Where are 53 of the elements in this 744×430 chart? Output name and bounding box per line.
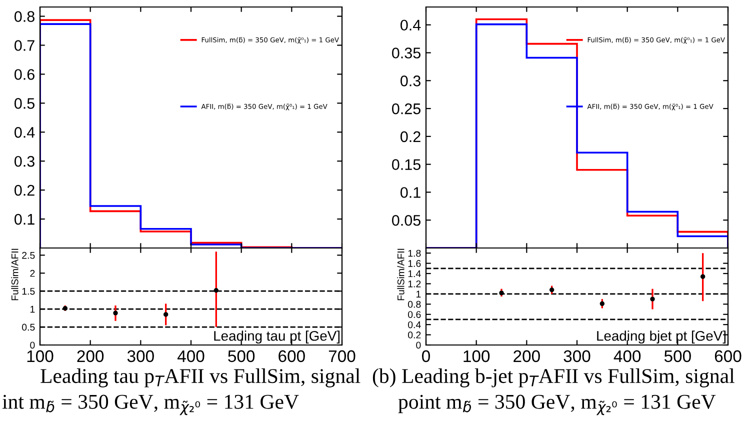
x-tick-label: 700 — [328, 350, 356, 362]
y-axis-title: FullSim/AFII — [11, 248, 18, 300]
y-tick-label: 0.8 — [14, 11, 34, 22]
y-tick-label: 0 — [416, 342, 421, 349]
y-tick-label: 0.2 — [400, 131, 420, 142]
y-tick-label: 0.4 — [14, 127, 35, 138]
x-tick-label: 300 — [564, 350, 590, 362]
x-tick-label: 600 — [714, 350, 742, 362]
y-tick-label: 0.4 — [400, 20, 421, 31]
x-tick-label: 400 — [177, 350, 204, 362]
text: (b) Leading b-jet p$_{T}$AFII vs FullSim, signal — [372, 368, 734, 388]
x-tick-label: 600 — [278, 350, 305, 362]
y-tick-label: 1.4 — [408, 270, 421, 278]
y-tick-label: 0.3 — [400, 76, 420, 86]
y-tick-label: 0.05 — [392, 214, 420, 226]
x-axis-title: Leading tau pt [GeV] — [214, 330, 340, 344]
y-tick-label: 0.8 — [408, 300, 421, 308]
x-tick-label: 100 — [464, 350, 490, 362]
y-axis-title: FullSim/AFII — [397, 248, 404, 300]
y-tick-label: 0.5 — [14, 98, 34, 109]
x-tick-label: 100 — [27, 350, 54, 362]
y-tick-label: 0.6 — [14, 69, 34, 80]
y-tick-label: 0 — [30, 342, 35, 349]
x-tick-label: 500 — [664, 350, 691, 362]
x-tick-label: 400 — [614, 350, 641, 362]
y-tick-label: 1.2 — [408, 280, 421, 288]
y-tick-label: 0.7 — [14, 40, 34, 51]
y-tick-label: 0.25 — [392, 103, 420, 114]
y-tick-label: 0.4 — [408, 321, 421, 328]
y-tick-label: 0.1 — [14, 214, 34, 225]
y-tick-label: 2.5 — [22, 252, 35, 259]
x-tick-label: 300 — [127, 350, 154, 362]
y-tick-label: 1.5 — [22, 288, 35, 295]
y-tick-label: 0.1 — [400, 187, 420, 198]
y-tick-label: 0.2 — [408, 332, 421, 338]
y-tick-label: 0.15 — [392, 159, 420, 170]
x-tick-label: 200 — [514, 350, 540, 362]
text: point m$_{b̃}$ = 350 GeV, m$_{χ̃₂⁰}$ = 131 GeV — [398, 394, 716, 416]
y-tick-label: 1.6 — [408, 260, 421, 267]
x-tick-label: 500 — [228, 350, 255, 362]
x-tick-label: 200 — [77, 350, 104, 362]
y-tick-label: 1.8 — [408, 250, 421, 257]
text: Leading tau p$_{T}$AFII vs FullSim, signal — [40, 368, 360, 388]
y-tick-label: 0.6 — [408, 311, 421, 318]
y-tick-label: 0.2 — [14, 184, 34, 196]
y-tick-label: 1 — [416, 290, 421, 298]
x-axis-title: Leading bjet pt [GeV] — [597, 330, 726, 344]
y-tick-label: 0.35 — [392, 48, 420, 58]
text: int m$_{b̃}$ = 350 GeV, m$_{χ̃₂⁰}$ = 131 GeV — [2, 394, 299, 416]
y-tick-label: 2 — [30, 270, 35, 277]
y-tick-label: 0.3 — [14, 156, 34, 167]
y-tick-label: 0.5 — [22, 324, 35, 331]
y-tick-label: 1 — [30, 306, 35, 313]
